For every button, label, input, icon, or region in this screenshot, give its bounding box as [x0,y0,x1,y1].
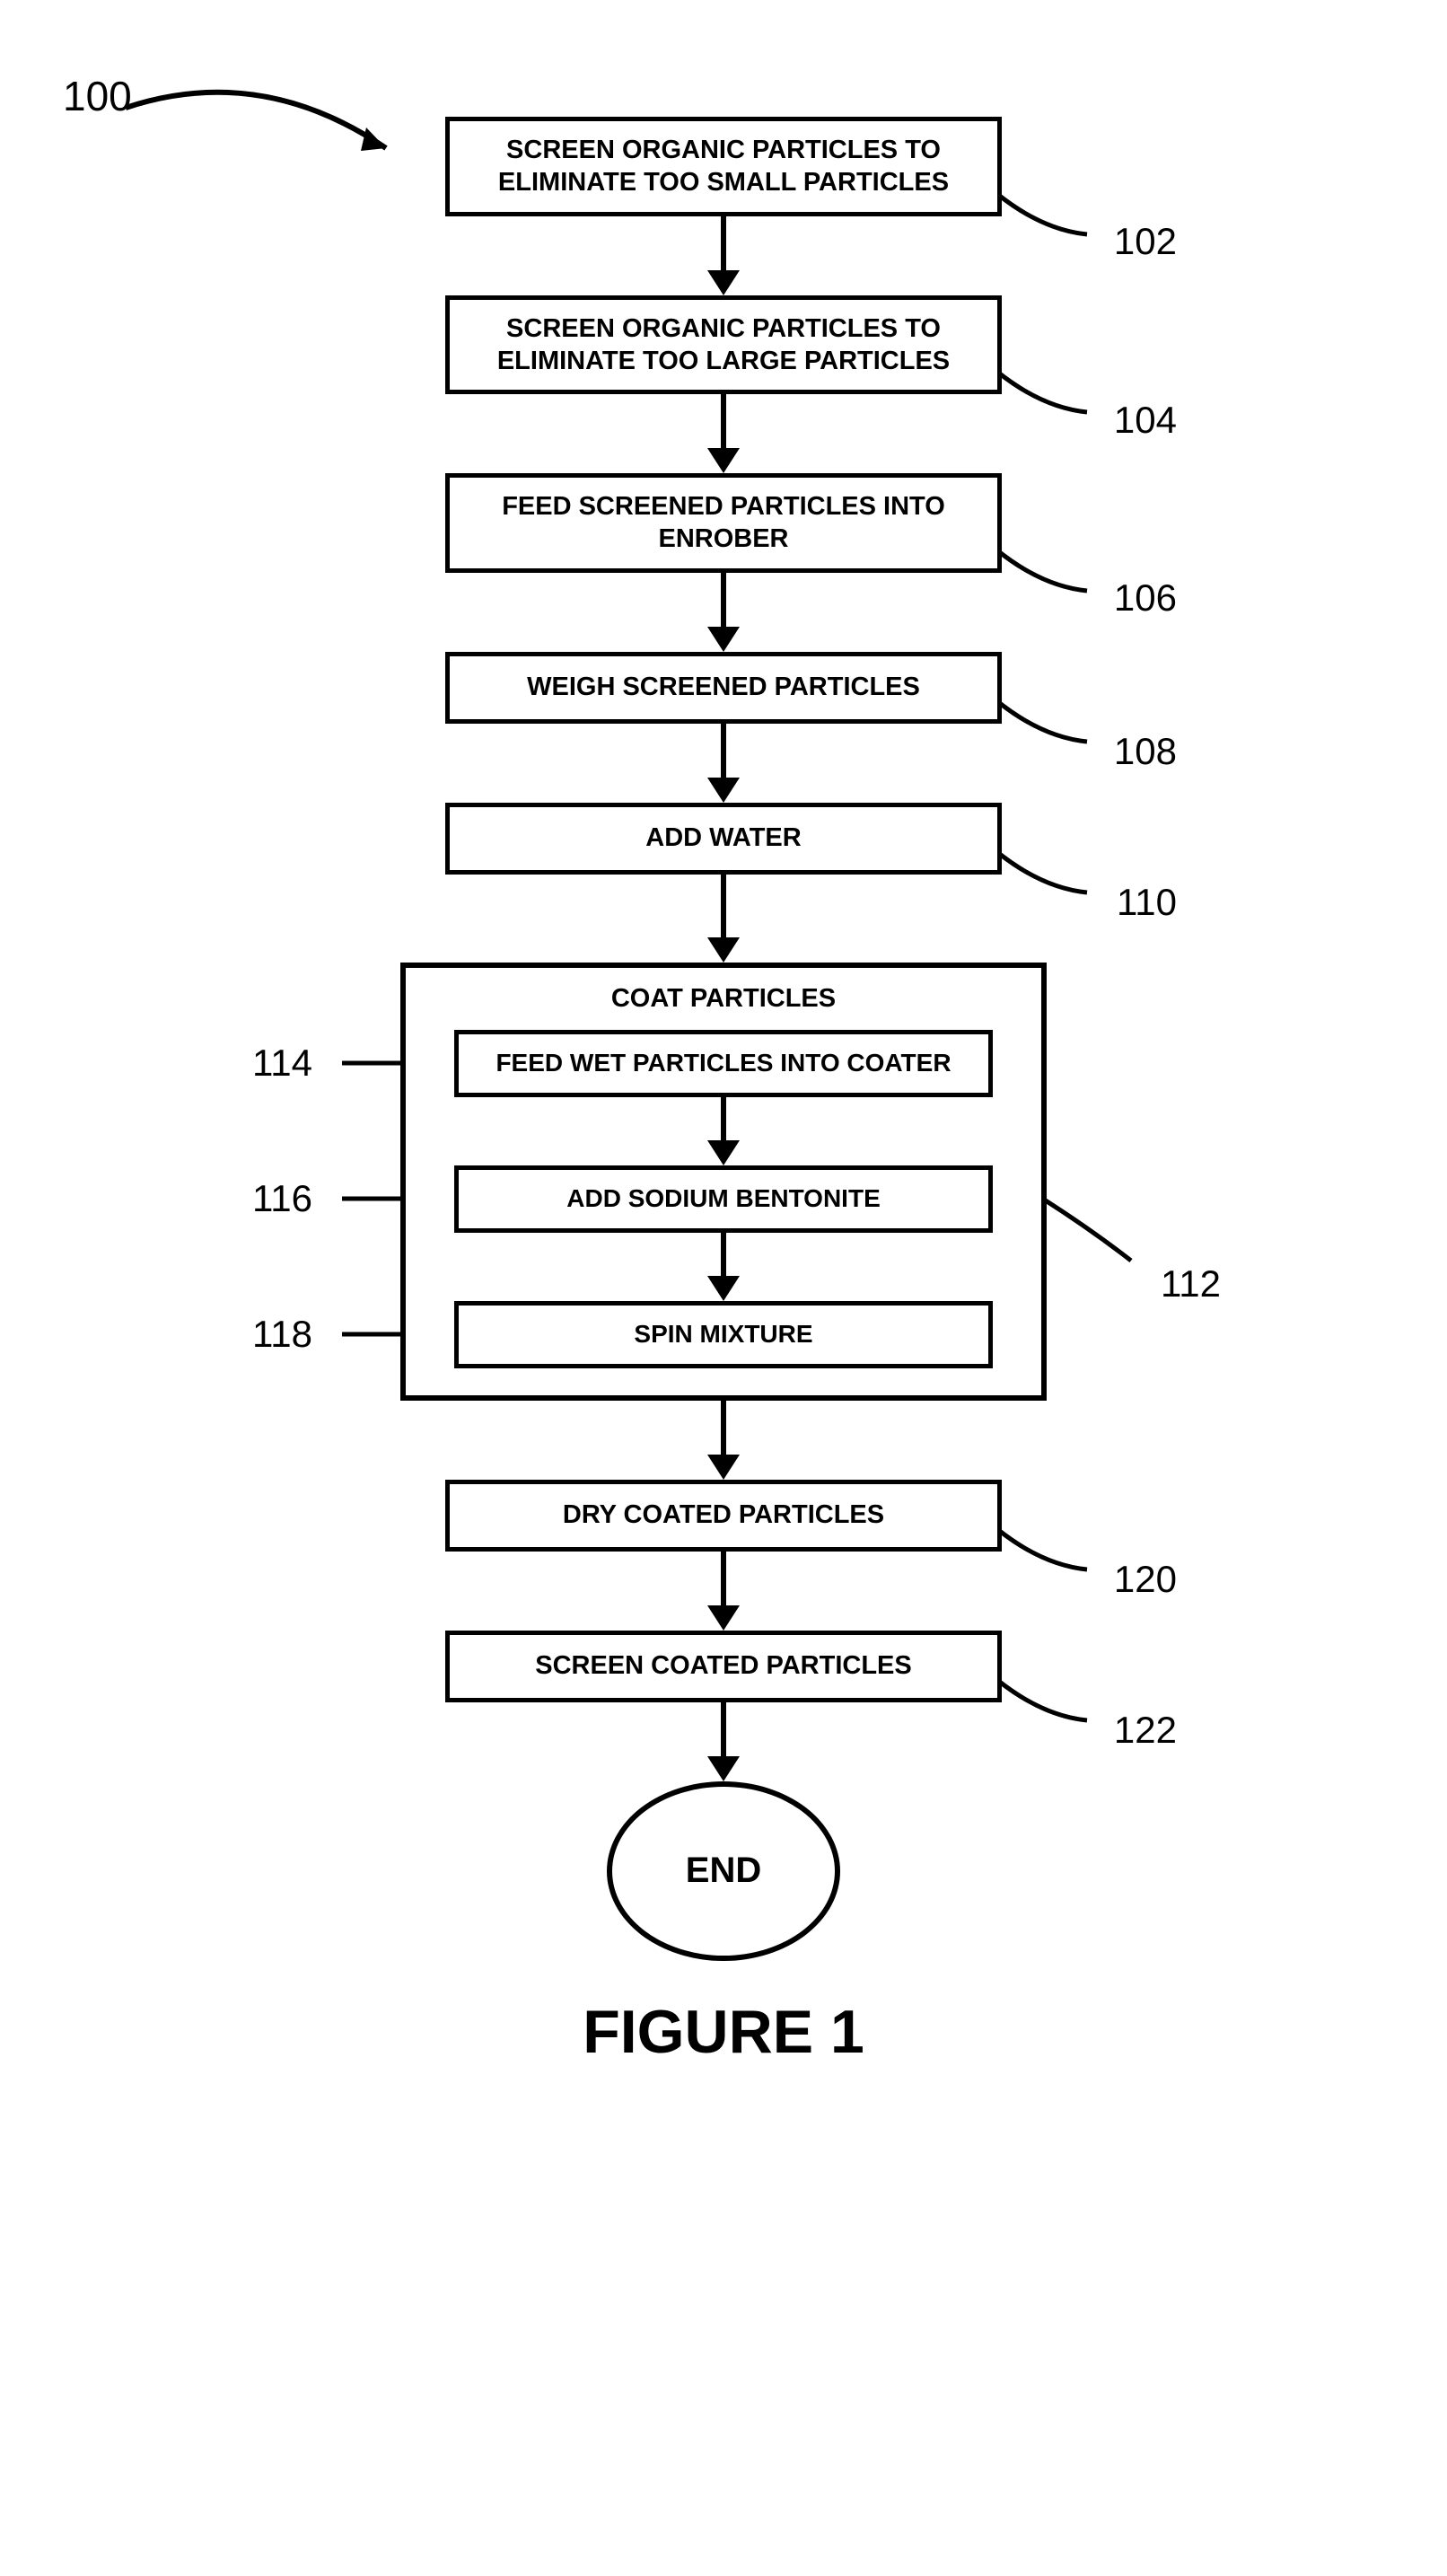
node-114: FEED WET PARTICLES INTO COATER 114 [454,1030,993,1097]
callout-line-114 [342,1061,405,1066]
node-104: SCREEN ORGANIC PARTICLES TO ELIMINATE TO… [445,295,1002,395]
callout-106 [997,532,1105,604]
node-122: SCREEN COATED PARTICLES 122 [445,1631,1002,1702]
arrow [707,1702,740,1781]
ref-106: 106 [1114,575,1177,622]
callout-110 [997,834,1105,906]
node-104-label: SCREEN ORGANIC PARTICLES TO ELIMINATE TO… [466,312,981,378]
ref-112: 112 [1161,1262,1221,1306]
ref-118: 118 [252,1313,312,1356]
ref-108: 108 [1114,730,1177,773]
figure-caption: FIGURE 1 [583,1997,864,2067]
ref-122: 122 [1114,1709,1177,1752]
arrow [707,573,740,652]
ref-114: 114 [252,1042,312,1085]
node-106-label: FEED SCREENED PARTICLES INTO ENROBER [466,490,981,556]
arrow [707,875,740,963]
ref-120: 120 [1114,1558,1177,1601]
flowchart: SCREEN ORGANIC PARTICLES TO ELIMINATE TO… [400,117,1047,2067]
node-110-label: ADD WATER [645,823,801,853]
node-118-label: SPIN MIXTURE [634,1320,812,1349]
end-node: END [607,1781,840,1961]
arrow [707,1097,740,1165]
callout-120 [997,1511,1105,1583]
node-122-label: SCREEN COATED PARTICLES [535,1651,911,1681]
arrow [707,394,740,473]
node-120-label: DRY COATED PARTICLES [563,1500,884,1530]
callout-104 [997,354,1105,426]
ref-110: 110 [1117,881,1177,924]
node-108-label: WEIGH SCREENED PARTICLES [527,673,920,702]
node-112-title: COAT PARTICLES [611,984,836,1014]
node-114-label: FEED WET PARTICLES INTO COATER [495,1049,951,1077]
callout-112 [1041,1180,1149,1270]
end-label: END [686,1851,761,1891]
ref-104: 104 [1114,397,1177,444]
node-102-label: SCREEN ORGANIC PARTICLES TO ELIMINATE TO… [466,134,981,199]
callout-line-116 [342,1197,405,1201]
node-110: ADD WATER 110 [445,803,1002,875]
ref-102: 102 [1114,218,1177,266]
node-120: DRY COATED PARTICLES 120 [445,1480,1002,1552]
arrow [707,1401,740,1480]
node-108: WEIGH SCREENED PARTICLES 108 [445,652,1002,724]
arrow [707,724,740,803]
node-116-label: ADD SODIUM BENTONITE [566,1184,881,1213]
callout-line-118 [342,1332,405,1337]
node-106: FEED SCREENED PARTICLES INTO ENROBER 106 [445,473,1002,573]
node-116: ADD SODIUM BENTONITE 116 [454,1165,993,1233]
node-118: SPIN MIXTURE 118 [454,1301,993,1368]
top-reference-arrow [117,81,422,180]
arrow [707,216,740,295]
callout-122 [997,1662,1105,1734]
callout-102 [997,176,1105,248]
node-112-container: COAT PARTICLES FEED WET PARTICLES INTO C… [400,963,1047,1401]
node-102: SCREEN ORGANIC PARTICLES TO ELIMINATE TO… [445,117,1002,216]
callout-108 [997,683,1105,755]
arrow [707,1552,740,1631]
arrow [707,1233,740,1301]
ref-116: 116 [252,1177,312,1220]
